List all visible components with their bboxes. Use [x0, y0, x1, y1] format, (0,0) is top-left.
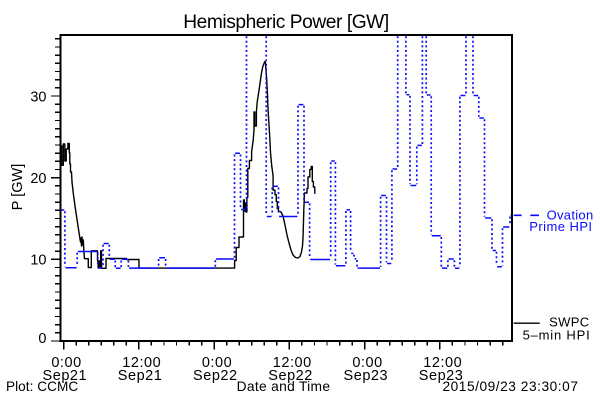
svg-text:12:00: 12:00 [122, 355, 161, 371]
svg-text:0: 0 [38, 331, 46, 347]
svg-text:Prime HPI: Prime HPI [529, 219, 592, 234]
svg-text:2015/09/23 23:30:07: 2015/09/23 23:30:07 [442, 379, 578, 394]
svg-text:12:00: 12:00 [273, 355, 312, 371]
svg-text:0:00: 0:00 [202, 355, 232, 371]
svg-text:20: 20 [30, 171, 46, 187]
svg-text:30: 30 [30, 89, 46, 105]
svg-text:Sep23: Sep23 [419, 368, 464, 384]
svg-text:Ovation: Ovation [547, 208, 594, 223]
svg-text:Plot: CCMC: Plot: CCMC [6, 379, 78, 394]
svg-text:0:00: 0:00 [352, 355, 382, 371]
svg-text:Sep21: Sep21 [118, 368, 163, 384]
svg-text:Date and Time: Date and Time [237, 379, 331, 394]
svg-text:12:00: 12:00 [423, 355, 462, 371]
svg-text:0:00: 0:00 [51, 355, 81, 371]
svg-text:Sep22: Sep22 [193, 368, 238, 384]
svg-text:Sep21: Sep21 [42, 368, 87, 384]
svg-text:Sep22: Sep22 [268, 368, 313, 384]
svg-text:10: 10 [30, 253, 46, 269]
svg-text:Sep23: Sep23 [343, 368, 388, 384]
svg-text:Hemispheric Power [GW]: Hemispheric Power [GW] [183, 12, 388, 33]
svg-text:P [GW]: P [GW] [10, 164, 26, 210]
svg-text:SWPC: SWPC [549, 315, 589, 330]
svg-text:5–min HPI: 5–min HPI [523, 327, 591, 342]
